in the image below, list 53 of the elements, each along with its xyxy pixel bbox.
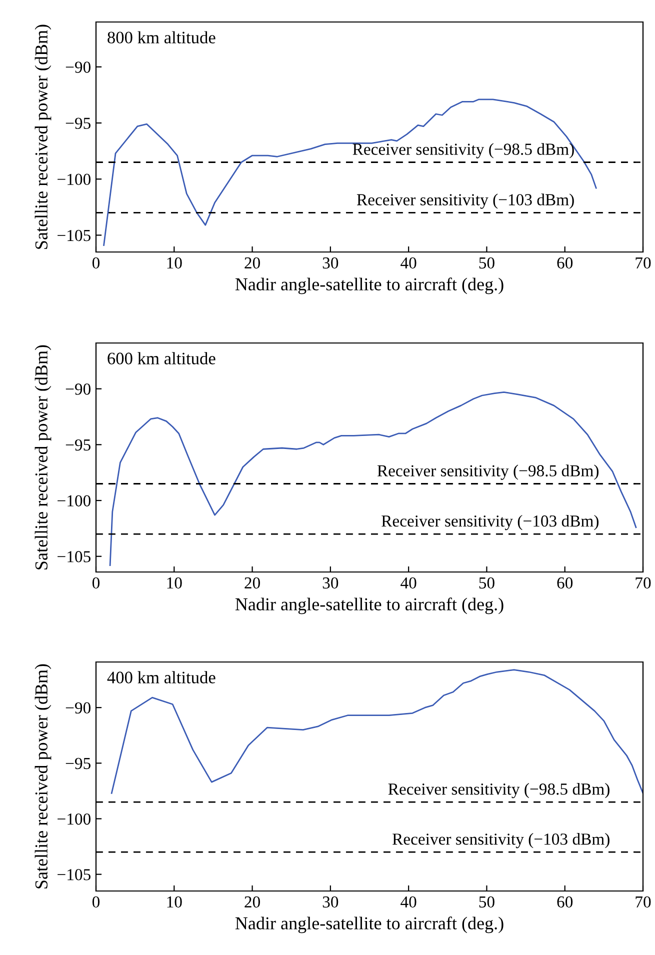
ref-line-label: Receiver sensitivity (−98.5 dBm)	[388, 783, 610, 798]
x-tick-label: 50	[479, 896, 494, 908]
x-tick-label: 60	[557, 896, 573, 908]
x-tick-label: 0	[92, 896, 100, 908]
y-axis-title: Satellite received power (dBm)	[34, 345, 52, 570]
y-tick-label: −95	[66, 439, 90, 451]
x-tick-label: 40	[400, 577, 416, 589]
x-tick-label: 10	[167, 896, 182, 908]
line-series	[109, 391, 637, 566]
x-tick-label: 30	[322, 577, 338, 589]
ref-line-label: Receiver sensitivity (−103 dBm)	[392, 833, 610, 848]
y-axis-title: Satellite received power (dBm)	[34, 664, 52, 888]
ref-line-label: Receiver sensitivity (−98.5 dBm)	[377, 464, 599, 480]
y-tick-label: −95	[66, 118, 90, 129]
ref-line-label: Receiver sensitivity (−98.5 dBm)	[352, 143, 574, 158]
chart-title: 400 km altitude	[107, 671, 216, 684]
x-tick-label: 40	[400, 257, 416, 269]
x-tick-label: 20	[244, 257, 260, 269]
y-tick-label: −105	[58, 869, 90, 880]
x-tick-label: 30	[322, 257, 338, 269]
y-tick-label: −105	[58, 551, 90, 562]
x-axis-title: Nadir angle-satellite to aircraft (deg.)	[235, 916, 504, 934]
y-tick-label: −90	[66, 62, 91, 73]
y-axis-title: Satellite received power (dBm)	[34, 24, 52, 249]
x-tick-label: 0	[92, 257, 100, 269]
y-tick-label: −95	[66, 758, 90, 770]
x-tick-label: 60	[557, 257, 573, 269]
x-tick-label: 70	[636, 577, 651, 589]
x-tick-label: 50	[479, 577, 494, 589]
x-tick-label: 40	[400, 896, 416, 908]
x-tick-label: 60	[557, 577, 573, 589]
x-tick-label: 70	[636, 257, 651, 269]
chart-title: 600 km altitude	[108, 352, 216, 364]
x-tick-label: 10	[167, 257, 182, 269]
y-tick-label: −100	[58, 813, 91, 825]
x-tick-label: 0	[92, 577, 100, 589]
x-tick-label: 20	[244, 896, 260, 908]
y-tick-label: −105	[58, 230, 90, 242]
x-axis-title: Nadir angle-satellite to aircraft (deg.)	[235, 598, 504, 614]
x-tick-label: 10	[167, 577, 182, 589]
y-tick-label: −100	[58, 174, 91, 186]
y-tick-label: −90	[66, 384, 91, 395]
x-axis-title: Nadir angle-satellite to aircraft (deg.)	[235, 278, 504, 294]
ref-line-label: Receiver sensitivity (−103 dBm)	[382, 514, 599, 530]
x-tick-label: 30	[322, 896, 338, 908]
line-series	[103, 98, 597, 246]
x-tick-label: 50	[479, 257, 494, 269]
ref-line-label: Receiver sensitivity (−103 dBm)	[356, 194, 574, 209]
chart-title: 800 km altitude	[108, 31, 216, 44]
x-tick-label: 20	[244, 577, 260, 589]
y-tick-label: −90	[66, 702, 91, 714]
x-tick-label: 70	[636, 896, 651, 908]
y-tick-label: −100	[58, 495, 91, 506]
